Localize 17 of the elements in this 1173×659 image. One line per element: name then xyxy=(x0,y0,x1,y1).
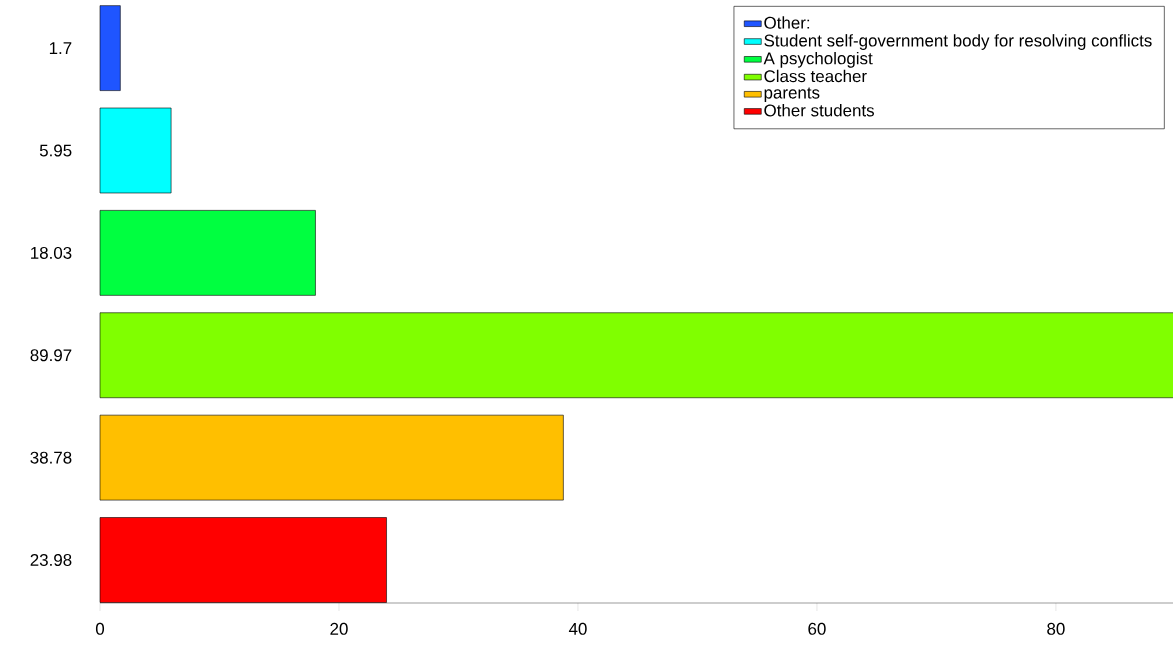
x-tick-label: 0 xyxy=(95,622,105,635)
y-tick-label: 38.78 xyxy=(30,451,72,464)
legend-label: Class teacher xyxy=(764,69,867,83)
y-tick-label: 18.03 xyxy=(31,246,72,259)
legend-label: Other students xyxy=(764,103,875,117)
x-tick-label: 80 xyxy=(1047,622,1065,635)
y-tick-label: 1.7 xyxy=(49,42,72,54)
y-tick-label: 23.98 xyxy=(30,554,72,567)
legend-label: Other: xyxy=(764,16,810,29)
legend-label: parents xyxy=(764,87,820,102)
x-tick-label: 20 xyxy=(330,622,348,635)
y-tick-label: 89.97 xyxy=(30,349,72,362)
x-tick-label: 40 xyxy=(568,622,587,635)
y-tick-label: 5.95 xyxy=(39,144,72,157)
legend-label: Student self-government body for resolving conflicts xyxy=(764,34,1152,50)
legend-label: A psychologist xyxy=(763,51,873,68)
x-tick-label: 60 xyxy=(808,622,826,635)
